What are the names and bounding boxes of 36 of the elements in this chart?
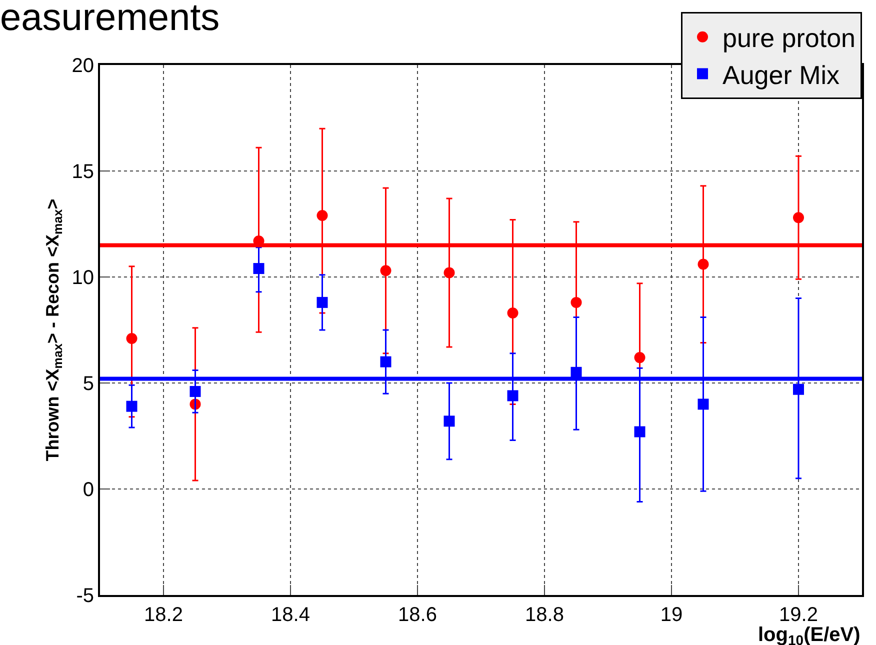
y-tick-label: 20 <box>72 55 94 77</box>
point <box>698 258 709 270</box>
legend-label: Auger Mix <box>722 60 840 90</box>
x-tick-label: 18.8 <box>525 604 564 626</box>
x-tick-label: 18.2 <box>144 604 183 626</box>
x-axis-title: log$_{10}$(E/eV) <box>758 624 860 645</box>
point <box>698 398 709 410</box>
y-tick-label: 10 <box>72 267 94 289</box>
point <box>126 400 138 412</box>
legend-label: pure proton <box>722 23 856 54</box>
point <box>793 212 804 224</box>
x-tick-label: 18.4 <box>271 604 310 626</box>
x-tick-label: 19.2 <box>779 604 818 626</box>
y-tick-label: -5 <box>76 585 94 607</box>
point <box>316 296 328 308</box>
point <box>190 386 201 397</box>
point <box>444 267 455 278</box>
point <box>570 296 582 308</box>
point <box>444 416 455 427</box>
point <box>253 263 264 274</box>
point <box>793 384 804 395</box>
point <box>634 426 646 438</box>
y-tick-label: 5 <box>82 373 94 395</box>
point <box>634 352 646 364</box>
point <box>570 366 582 378</box>
point <box>507 390 518 402</box>
point <box>380 265 392 276</box>
chart-title: easurements <box>0 0 220 39</box>
point <box>507 308 518 319</box>
point <box>126 332 138 344</box>
x-tick-label: 18.6 <box>398 604 437 626</box>
y-tick-label: 0 <box>82 479 94 501</box>
x-tick-label: 19 <box>660 604 683 626</box>
point <box>316 210 328 222</box>
y-tick-label: 15 <box>72 161 94 183</box>
point <box>380 356 392 368</box>
